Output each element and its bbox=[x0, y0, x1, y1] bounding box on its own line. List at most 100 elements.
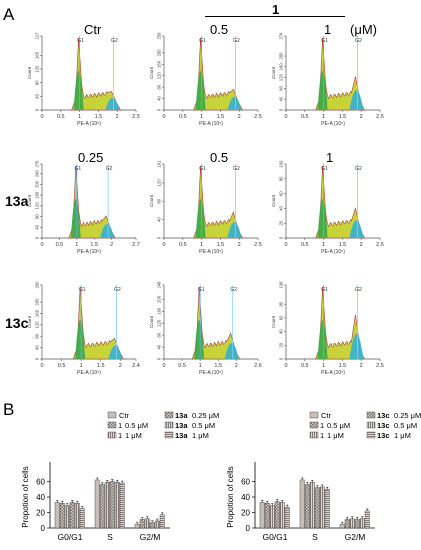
y-tick-label: 240 bbox=[35, 169, 40, 177]
legend-label: 1 μM bbox=[394, 431, 411, 440]
y-tick-label: 160 bbox=[157, 307, 162, 315]
x-tick-label: 1.5 bbox=[217, 114, 225, 120]
g2-label: G2 bbox=[355, 38, 362, 44]
x-axis-label: PE-A (10⁵) bbox=[199, 121, 223, 127]
x-tick-label: 1 bbox=[322, 363, 325, 369]
y-tick-label: 100 bbox=[279, 160, 284, 168]
count-axis-label: Count bbox=[149, 194, 154, 207]
bar bbox=[144, 518, 150, 529]
legend-swatch bbox=[107, 421, 117, 429]
y-tick-label: 80 bbox=[157, 332, 162, 337]
legend-swatch bbox=[366, 421, 376, 429]
count-axis-label: Count bbox=[271, 194, 276, 207]
bar bbox=[309, 482, 315, 529]
g1-label: G1 bbox=[79, 287, 86, 293]
x-axis-label: PE-A (10⁵) bbox=[199, 370, 223, 376]
legend-swatch bbox=[107, 411, 117, 419]
y-tick-label: 40 bbox=[279, 329, 284, 334]
x-tick-label: 2 bbox=[238, 114, 241, 120]
col-label-0-5: 0.5 bbox=[210, 22, 229, 37]
y-tick-label: 0 bbox=[157, 108, 162, 111]
g2-peak bbox=[227, 222, 242, 238]
histogram-panel: 0 40 80 120 160 200 259 0 0.5 1 1.5 2 2.5 Count PE-A (… bbox=[149, 32, 262, 127]
x-axis-label: PE-A (10⁵) bbox=[77, 370, 101, 376]
y-tick-label: 0 bbox=[41, 524, 46, 533]
g1-peak bbox=[70, 199, 81, 238]
x-tick-label: 0 bbox=[40, 242, 43, 248]
legend-swatch bbox=[309, 431, 319, 439]
count-axis-label: Count bbox=[271, 315, 276, 328]
bar bbox=[299, 479, 305, 529]
legend-label: 1 μM bbox=[327, 431, 344, 440]
g2-peak bbox=[100, 223, 115, 238]
x-axis-label: PE-A (10⁵) bbox=[77, 121, 101, 127]
x-tick-label: 0 bbox=[40, 363, 43, 369]
category-label: G2/M bbox=[140, 532, 161, 542]
y-axis-label: Propotion of cells bbox=[226, 466, 235, 527]
row-label-13a: 13a bbox=[5, 193, 29, 209]
compound-label: 1 bbox=[272, 2, 280, 17]
y-tick-label: 0 bbox=[157, 357, 162, 360]
y-tick-label: 0 bbox=[35, 108, 40, 111]
x-tick-label: 1.5 bbox=[90, 242, 98, 248]
g2-label: G2 bbox=[106, 166, 113, 172]
g1-label: G1 bbox=[321, 38, 328, 44]
y-tick-label: 80 bbox=[35, 80, 40, 85]
panel-a-letter: A bbox=[3, 5, 15, 24]
bar bbox=[319, 486, 325, 529]
bar bbox=[159, 514, 165, 529]
legend-prefix: 1 bbox=[118, 421, 122, 430]
x-tick-label: 2 bbox=[116, 114, 119, 120]
legend-prefix: 13a bbox=[175, 431, 188, 440]
y-tick-label: 80 bbox=[279, 176, 284, 181]
g2-peak bbox=[349, 90, 364, 110]
x-tick-label: 1 bbox=[322, 242, 325, 248]
histogram-panel: 0 20 40 60 80 108 0 0.5 1 1.5 2 2.5 Count PE-A (10⁵) G… bbox=[271, 281, 384, 376]
x-tick-label: 2.5 bbox=[376, 363, 384, 369]
g1-label: G1 bbox=[321, 166, 328, 172]
histogram-panel: 0 40 80 120 160 217 0 0.5 1 1.5 2 2.5 Count PE-A (10⁵… bbox=[27, 32, 140, 127]
x-axis-label: PE-A (10⁵) bbox=[77, 249, 101, 255]
histogram-fill bbox=[315, 286, 365, 360]
row2-col-label-1: 0.5 bbox=[210, 150, 229, 165]
y-tick-label: 260 bbox=[35, 281, 40, 289]
y-tick-label: 0 bbox=[157, 236, 162, 239]
g2-peak bbox=[227, 96, 242, 110]
histogram-fill bbox=[191, 286, 241, 360]
category-label: S bbox=[107, 532, 113, 542]
x-axis-label: PE-A (10⁵) bbox=[321, 370, 345, 376]
y-tick-label: 20 bbox=[241, 509, 250, 518]
bar bbox=[349, 518, 355, 529]
x-tick-label: 2 bbox=[110, 242, 113, 248]
y-tick-label: 259 bbox=[157, 32, 162, 40]
x-tick-label: 0.5 bbox=[179, 242, 187, 248]
g2-label: G2 bbox=[230, 287, 237, 293]
y-tick-label: 80 bbox=[35, 333, 40, 338]
g1-label: G1 bbox=[199, 38, 206, 44]
histogram-panel: 0 40 80 120 160 200 274 0 0.5 1 1.5 2 2.5 Count PE-A (… bbox=[271, 32, 384, 127]
y-tick-label: 160 bbox=[35, 191, 40, 199]
count-axis-label: Count bbox=[27, 194, 32, 207]
legend-label: 0.25 μM bbox=[192, 411, 219, 420]
x-tick-label: 0.5 bbox=[56, 242, 64, 248]
y-tick-label: 160 bbox=[35, 51, 40, 59]
y-tick-label: 217 bbox=[35, 32, 40, 40]
y-tick-label: 160 bbox=[279, 63, 284, 71]
legend-label: 0.25 μM bbox=[394, 411, 421, 420]
y-tick-label: 200 bbox=[157, 295, 162, 303]
y-tick-label: 40 bbox=[279, 205, 284, 210]
x-tick-label: 1.5 bbox=[217, 242, 225, 248]
category-label: G0/G1 bbox=[57, 532, 82, 542]
bar bbox=[94, 479, 100, 529]
legend-swatch bbox=[164, 421, 174, 429]
x-tick-label: 0.5 bbox=[58, 363, 66, 369]
legend-label: Ctr bbox=[119, 411, 130, 420]
y-tick-label: 160 bbox=[35, 309, 40, 317]
y-tick-label: 40 bbox=[35, 224, 40, 229]
bar bbox=[139, 519, 145, 529]
x-tick-label: 2.5 bbox=[254, 114, 262, 120]
y-tick-label: 80 bbox=[157, 198, 162, 203]
y-tick-label: 120 bbox=[35, 65, 40, 73]
bar bbox=[99, 484, 105, 529]
